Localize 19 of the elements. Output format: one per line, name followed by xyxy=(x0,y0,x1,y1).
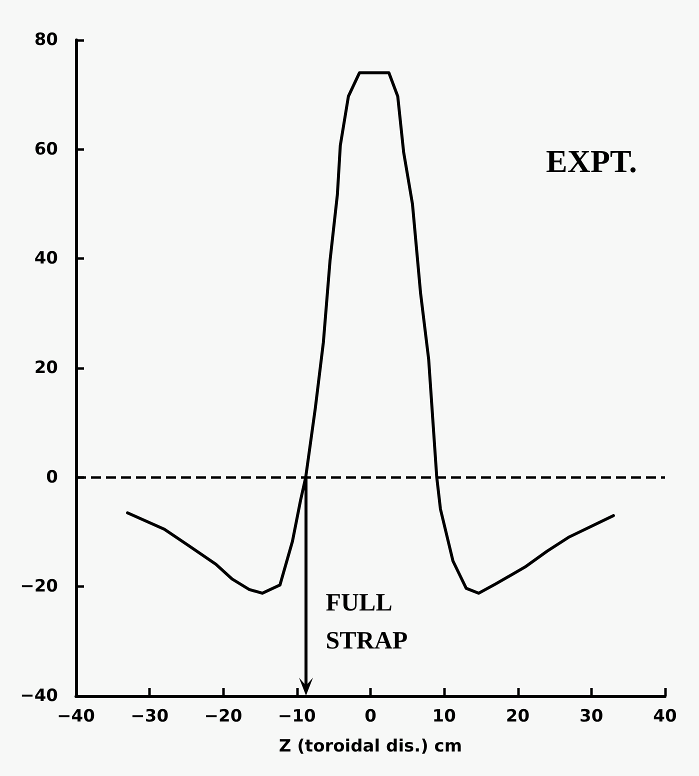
x-tick-label: 30 xyxy=(580,706,604,726)
x-tick-label: 20 xyxy=(506,706,530,726)
x-tick-label: −30 xyxy=(130,706,169,726)
x-tick-label: −40 xyxy=(57,706,96,726)
y-tick-label: −20 xyxy=(20,576,58,597)
x-tick-label: 40 xyxy=(653,706,677,726)
x-tick-label: 10 xyxy=(432,706,456,726)
y-tick-label: 40 xyxy=(34,248,58,269)
y-tick-label: 20 xyxy=(34,358,58,378)
x-tick-label: −10 xyxy=(278,706,316,726)
y-tick-label: −40 xyxy=(20,686,58,706)
annotation: FULL STRAP xyxy=(326,590,408,654)
annotation: EXPT. xyxy=(546,143,637,179)
y-tick-label: 60 xyxy=(34,139,58,160)
y-tick-label: 0 xyxy=(46,467,58,488)
x-axis-title: Z (toroidal dis.) cm xyxy=(278,736,462,756)
x-tick-label: −20 xyxy=(204,706,242,726)
x-tick-label: 0 xyxy=(364,706,377,726)
y-tick-label: 80 xyxy=(34,30,58,50)
